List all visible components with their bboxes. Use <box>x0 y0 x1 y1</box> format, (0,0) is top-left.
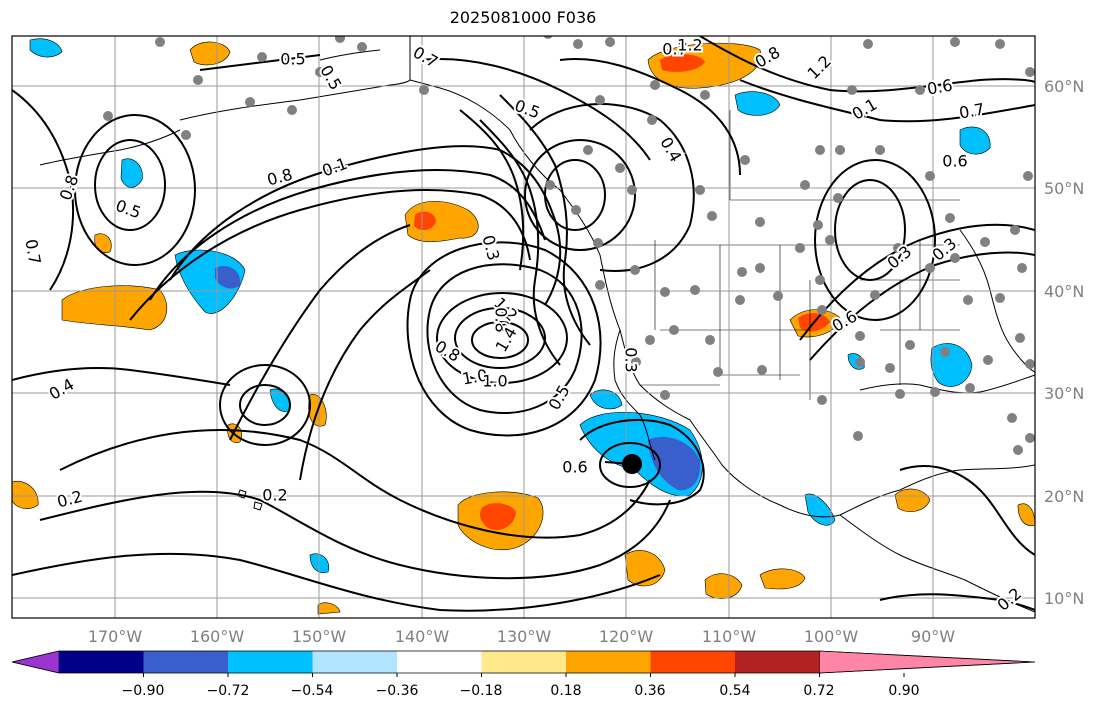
lat-tick-label: 60°N <box>1044 77 1085 96</box>
lon-tick-label: 140°W <box>394 627 450 646</box>
colorbar-tick-label: 0.18 <box>550 683 582 699</box>
contour-label: 0.6 <box>942 152 967 171</box>
plot-title: 2025081000 F036 <box>449 8 597 27</box>
colorbar-extend-high <box>819 650 1036 674</box>
lon-tick-label: 100°W <box>803 627 859 646</box>
contour-label: 1.0 <box>482 372 507 391</box>
lat-tick-label: 50°N <box>1044 179 1085 198</box>
contour-label: 1.0 <box>461 365 489 388</box>
colorbar-bin <box>735 651 820 673</box>
contour-label: 1.2 <box>677 36 702 55</box>
colorbar-tick-label: −0.18 <box>459 683 503 699</box>
colorbar-bin <box>481 651 566 673</box>
colorbar-tick-label: −0.72 <box>206 683 250 699</box>
contour-label-halo: 1.2 <box>677 36 702 55</box>
colorbar-bin <box>143 651 228 673</box>
contour-label: 0.3 <box>622 347 641 372</box>
colorbar-bin <box>650 651 735 673</box>
lon-tick-label: 150°W <box>291 627 347 646</box>
colorbar-tick-label: −0.90 <box>121 683 165 699</box>
contour-label: 0.7 <box>662 40 687 59</box>
colorbar-tick-label: 0.72 <box>803 683 835 699</box>
gridlines <box>12 36 1035 618</box>
coastlines <box>39 36 1035 613</box>
colorbar-tick-label: 0.90 <box>888 683 920 699</box>
contour-label: 0.6 <box>926 75 954 98</box>
lat-tick-label: 30°N <box>1044 384 1085 403</box>
contour-label-halo: 0.7 <box>662 40 687 59</box>
colorbar-tick-label: 0.36 <box>634 683 666 699</box>
contour-label-halo: 0.3 <box>622 347 641 372</box>
lon-tick-label: 90°W <box>910 627 956 646</box>
colorbar-bin <box>59 651 144 673</box>
lon-tick-label: 160°W <box>189 627 245 646</box>
contour-label-halo: 1.0 <box>482 372 507 391</box>
contour-lines <box>12 36 1035 612</box>
contour-label-halo: 0.8 <box>492 307 511 332</box>
colorbar-tick-label: 0.54 <box>719 683 751 699</box>
lon-tick-label: 170°W <box>87 627 143 646</box>
contour-label-halo: 0.5 <box>280 50 305 69</box>
station-markers <box>103 36 1035 455</box>
colorbar-bin <box>397 651 482 673</box>
contour-label: 0.2 <box>262 486 287 505</box>
lat-tick-label: 20°N <box>1044 487 1085 506</box>
map-frame <box>11 35 1036 619</box>
contour-label-halo: 0.6 <box>562 458 587 477</box>
lon-tick-label: 120°W <box>598 627 654 646</box>
colorbar <box>11 650 1036 677</box>
contour-label: 0.5 <box>280 50 305 69</box>
colorbar-bin <box>228 651 313 673</box>
colorbar-extend-low <box>11 650 60 674</box>
contour-label-halo: 0.2 <box>262 486 287 505</box>
contour-label: 0.6 <box>562 458 587 477</box>
lon-tick-label: 130°W <box>496 627 552 646</box>
colorbar-outline <box>11 650 1036 674</box>
lat-tick-label: 40°N <box>1044 282 1085 301</box>
contour-label: 0.8 <box>492 307 511 332</box>
contour-label: 0.7 <box>958 99 986 122</box>
contour-label-halo: 0.6 <box>942 152 967 171</box>
colorbar-tick-label: −0.36 <box>375 683 419 699</box>
colorbar-bin <box>566 651 651 673</box>
contour-label: 0.7 <box>21 238 44 266</box>
colorbar-bin <box>312 651 397 673</box>
colorbar-tick-label: −0.54 <box>290 683 334 699</box>
lon-tick-label: 110°W <box>701 627 757 646</box>
lat-tick-label: 10°N <box>1044 589 1085 608</box>
